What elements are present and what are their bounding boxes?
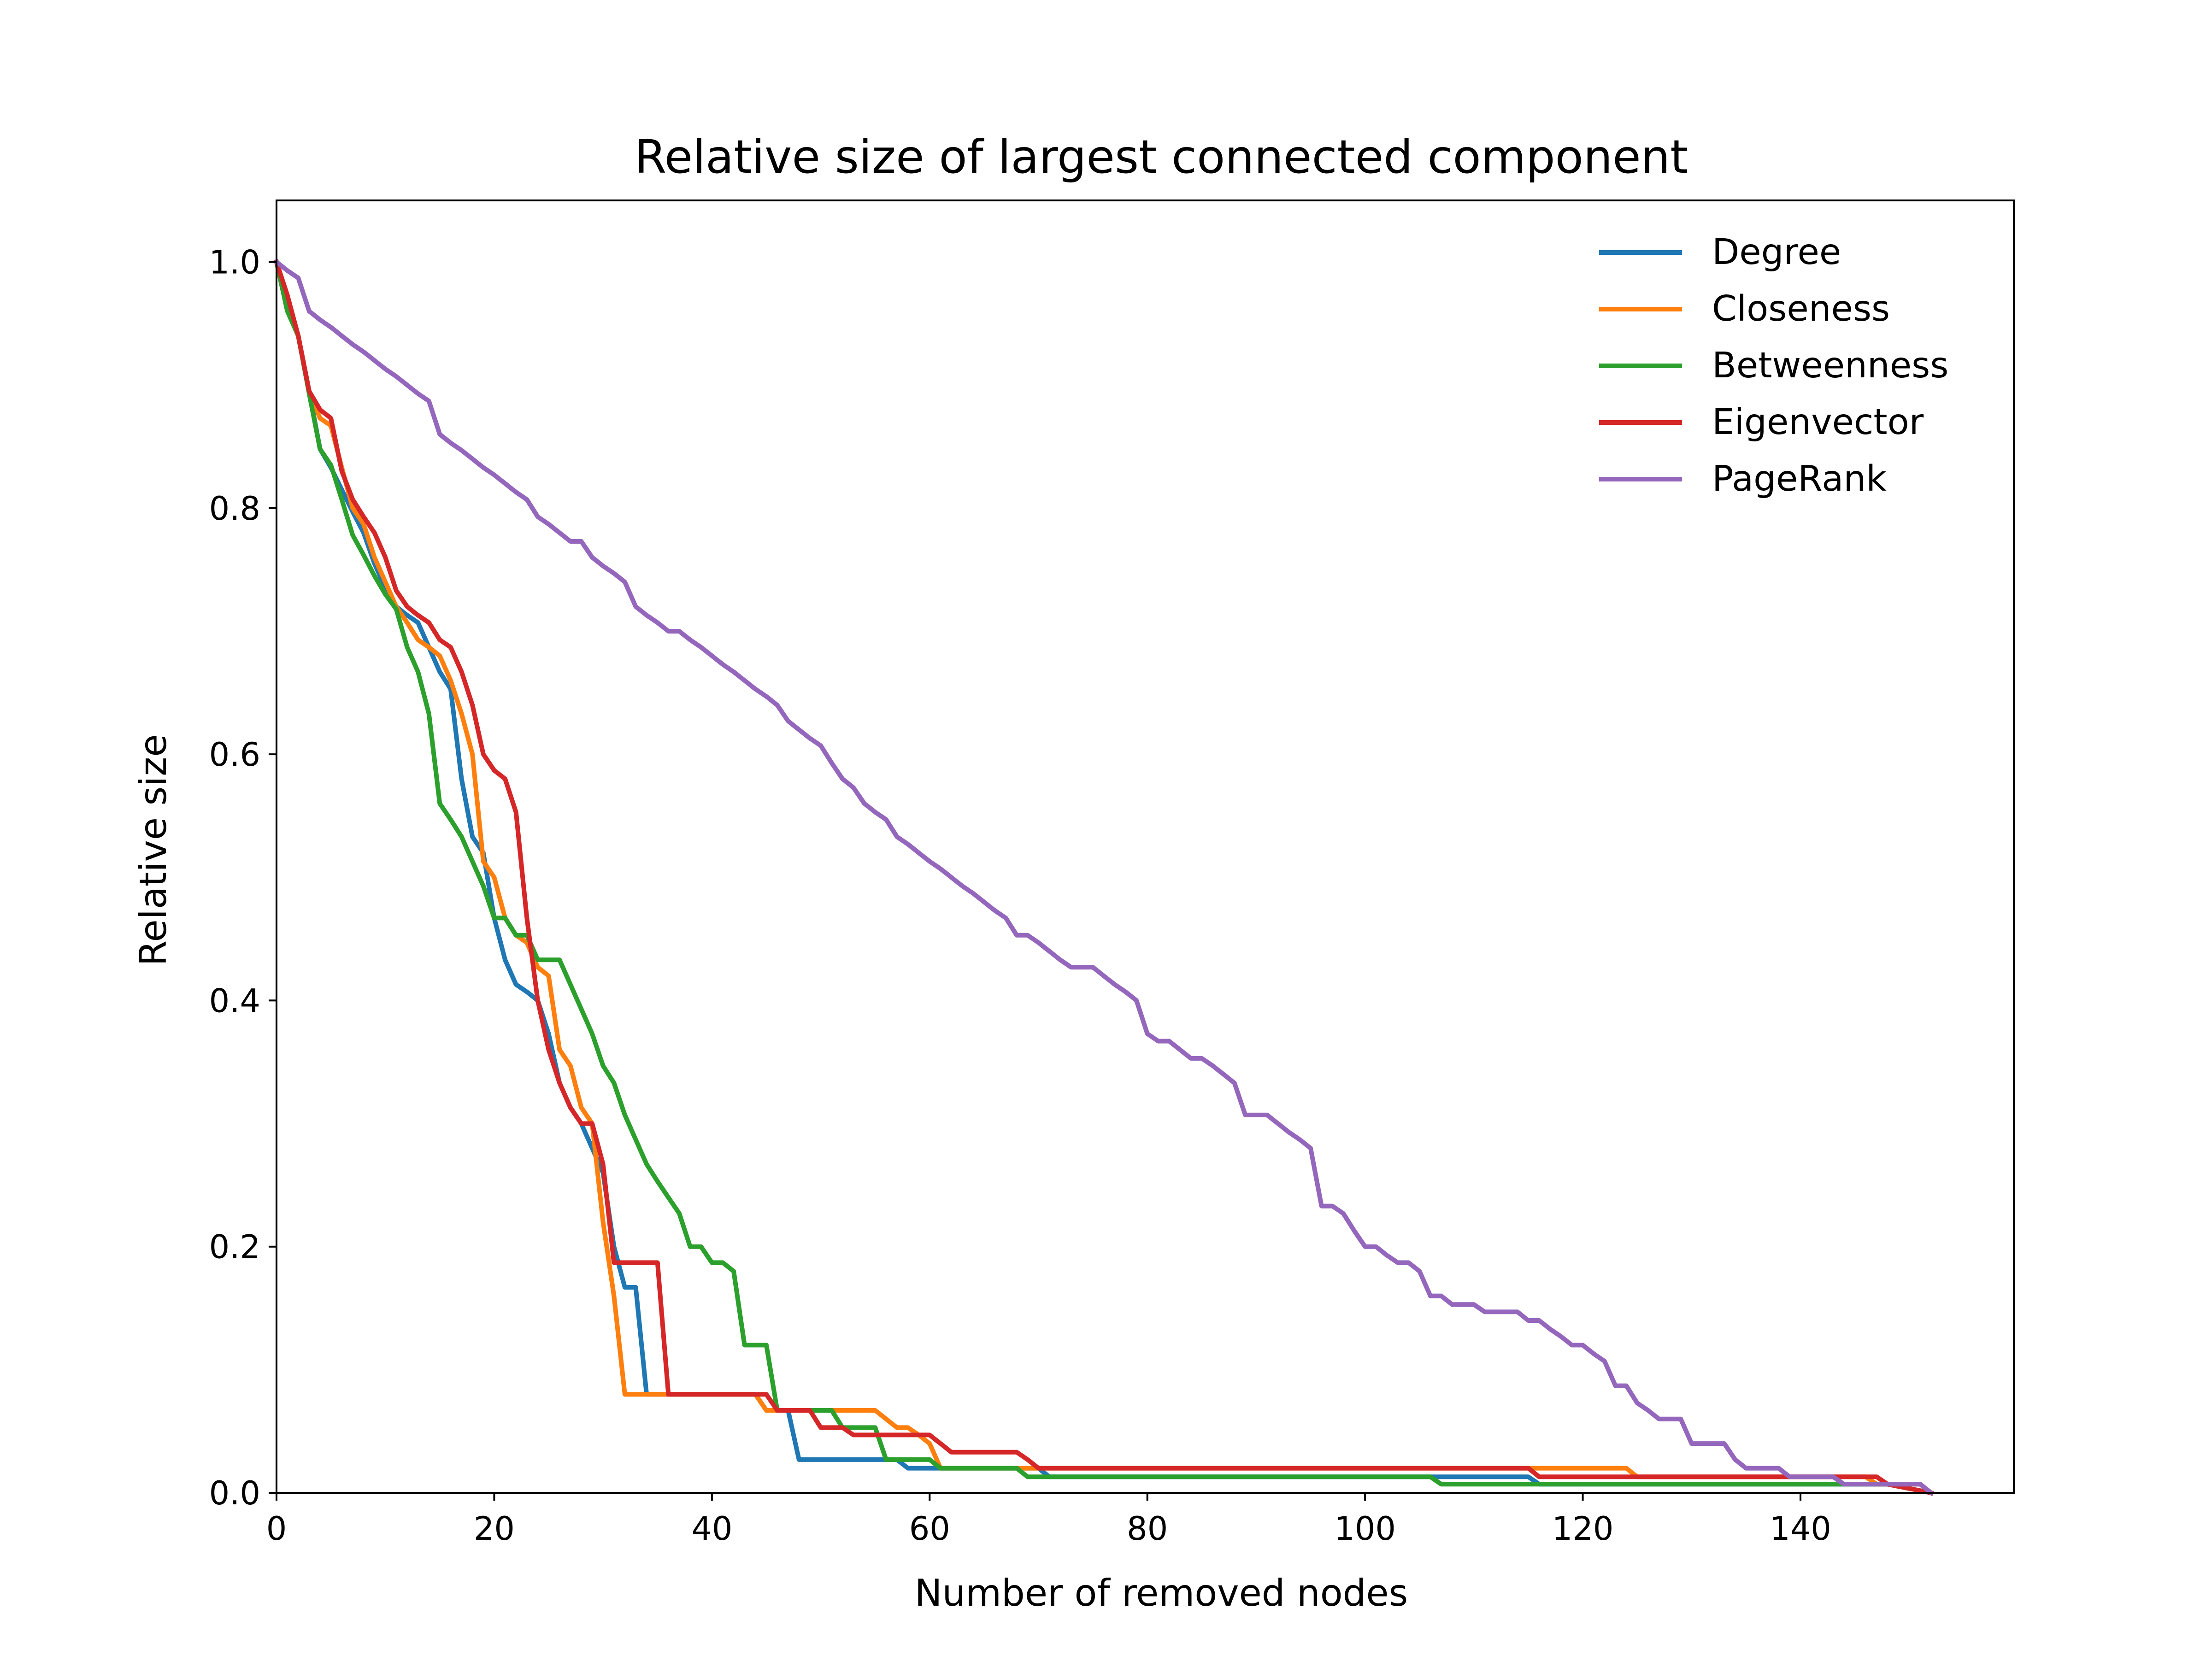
legend-label-degree: Degree	[1712, 232, 1841, 273]
series-line-pagerank	[273, 258, 1935, 1497]
x-tick-label: 140	[1770, 1510, 1831, 1548]
x-tick-label: 20	[474, 1510, 515, 1548]
x-tick-label: 120	[1552, 1510, 1614, 1548]
x-tick-label: 60	[909, 1510, 950, 1548]
y-axis-label: Relative size	[132, 734, 175, 966]
x-tick-label: 80	[1127, 1510, 1168, 1548]
y-tick-label: 0.0	[209, 1474, 260, 1512]
y-tick-label: 0.8	[209, 490, 260, 528]
x-tick-label: 40	[691, 1510, 732, 1548]
legend-label-closeness: Closeness	[1712, 288, 1890, 329]
legend-label-pagerank: PageRank	[1712, 458, 1887, 499]
y-tick-label: 0.2	[209, 1228, 260, 1266]
x-axis-label: Number of removed nodes	[915, 1572, 1408, 1614]
axes: 0 20 40 60 80 100 120 140 0.0 0.2 0.4 0.6 0.8 1.0	[209, 200, 2015, 1548]
x-tick-label: 100	[1334, 1510, 1396, 1548]
axes-frame	[276, 200, 2015, 1494]
legend-label-eigenvector: Eigenvector	[1712, 402, 1924, 443]
series-line-eigenvector	[273, 259, 1934, 1496]
chart-title: Relative size of largest connected compo…	[635, 130, 1688, 184]
series-line-betweenness	[274, 259, 1934, 1496]
y-tick-label: 1.0	[209, 244, 260, 282]
plot-area	[273, 258, 1935, 1497]
y-tick-label: 0.4	[209, 982, 260, 1020]
y-tick-label: 0.6	[209, 736, 260, 774]
legend-label-betweenness: Betweenness	[1712, 345, 1948, 386]
x-tick-label: 0	[266, 1510, 287, 1548]
legend: Degree Closeness Betweenness Eigenvector Pag…	[1599, 232, 1948, 499]
